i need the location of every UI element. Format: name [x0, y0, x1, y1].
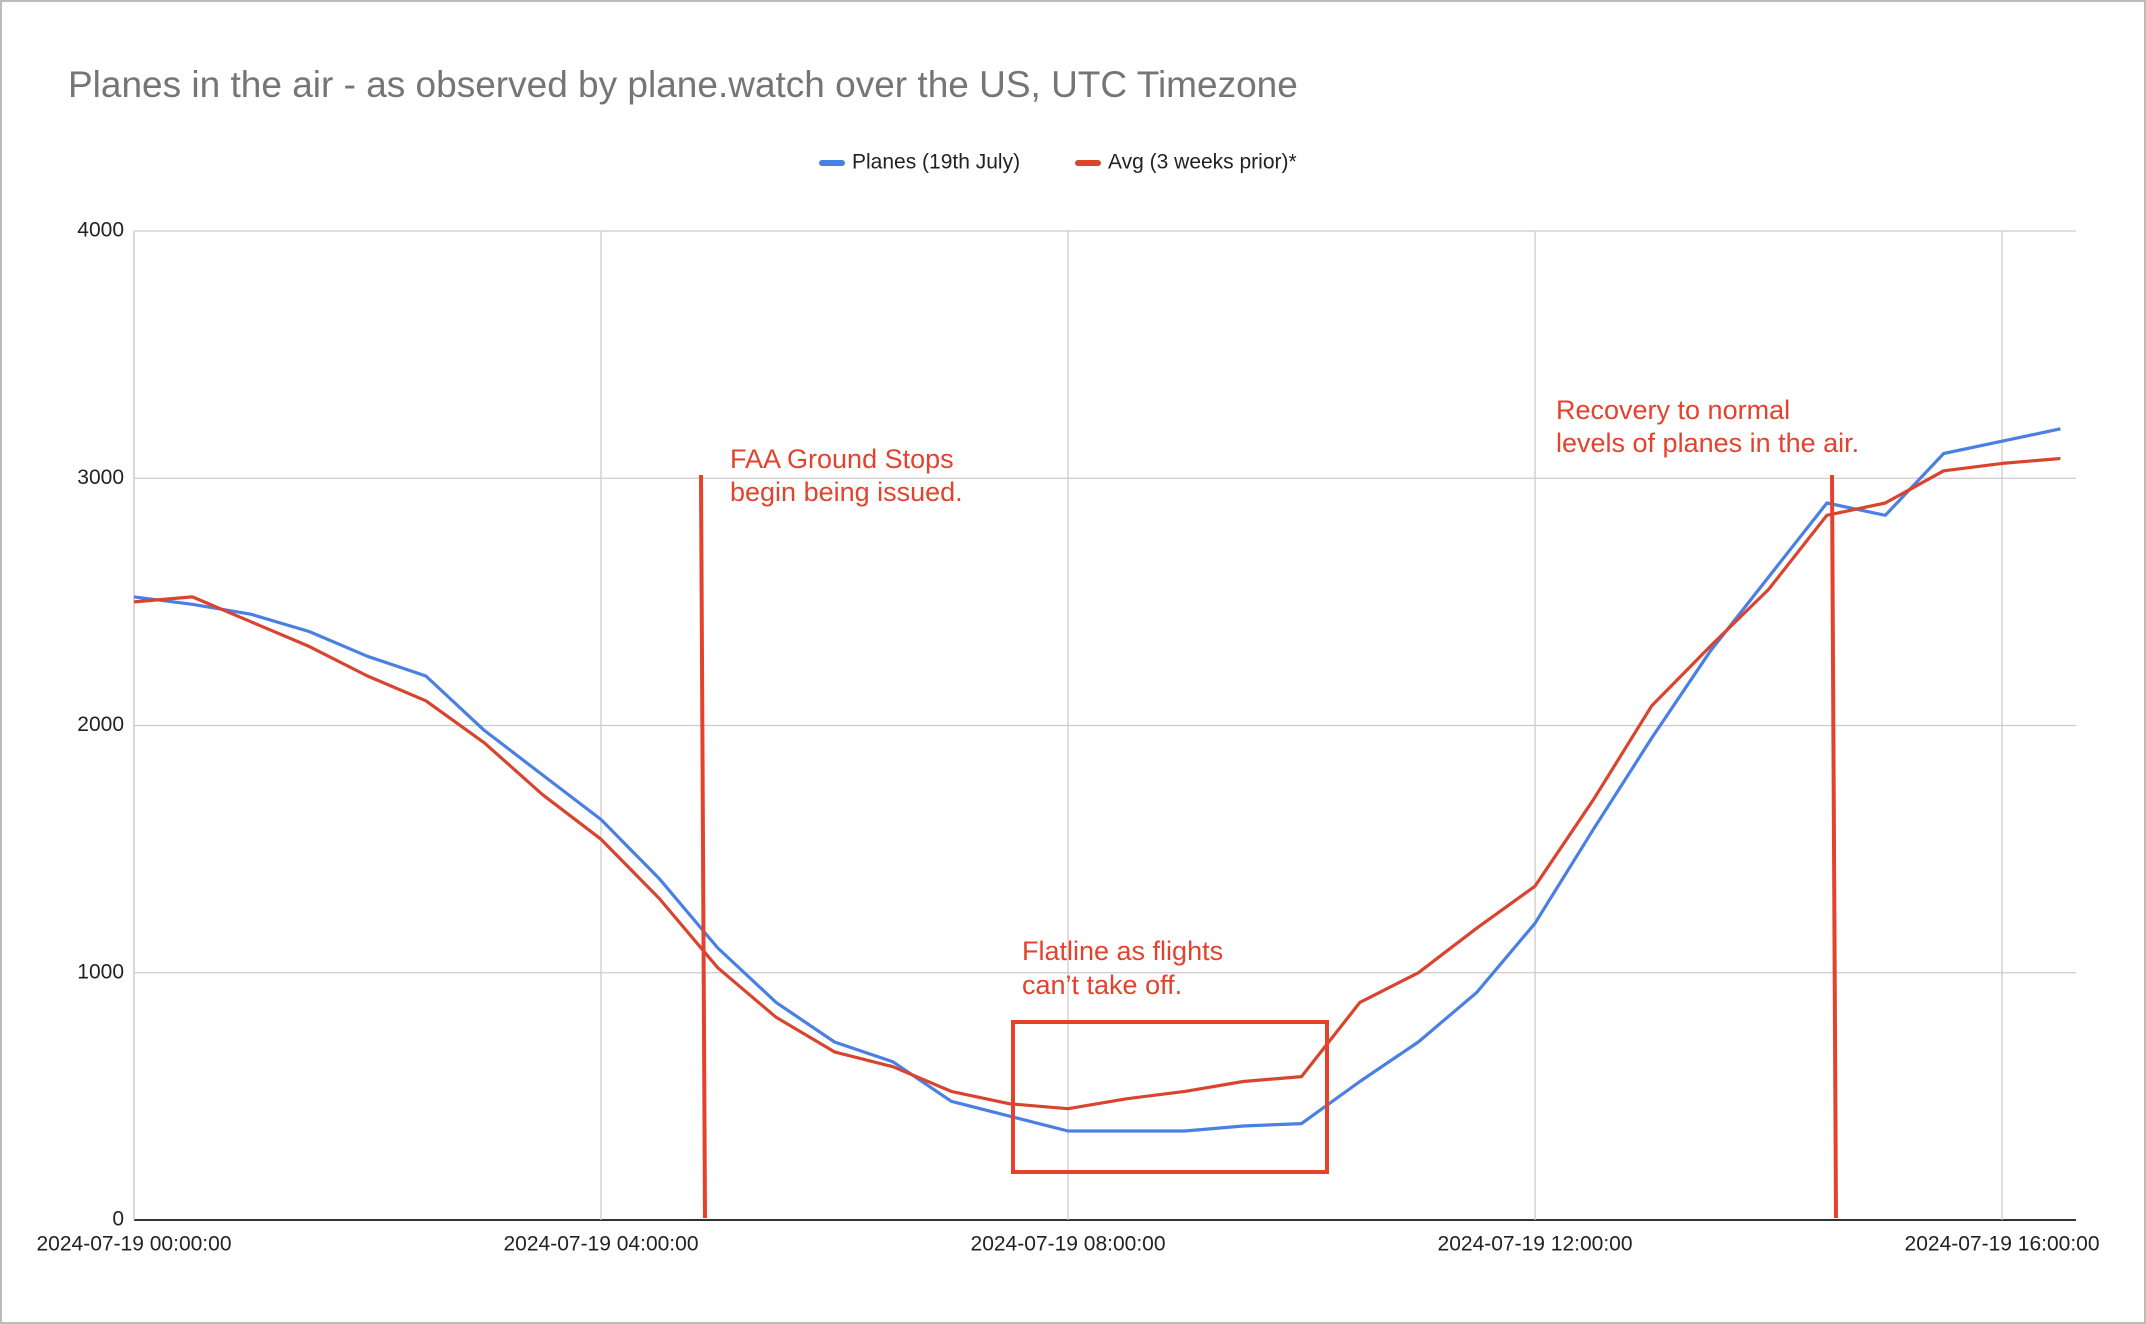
y-tick-label: 3000: [77, 466, 124, 489]
annotation: can’t take off.: [1022, 970, 1182, 1000]
legend-label: Avg (3 weeks prior)*: [1108, 151, 1297, 174]
legend-label: Planes (19th July): [852, 151, 1020, 174]
x-tick-label: 2024-07-19 16:00:00: [1905, 1233, 2100, 1256]
annotation: Recovery to normal: [1556, 395, 1790, 425]
series-line: [133, 427, 2061, 1133]
x-tick-label: 2024-07-19 04:00:00: [504, 1233, 699, 1256]
y-tick-label: 4000: [77, 219, 124, 242]
x-tick-label: 2024-07-19 00:00:00: [37, 1233, 232, 1256]
y-tick-label: 1000: [77, 960, 124, 983]
y-tick-label: 2000: [77, 713, 124, 736]
annotation-line: [1830, 474, 1838, 1219]
annotation-box: [1011, 1020, 1329, 1174]
chart-title: Planes in the air - as observed by plane…: [68, 64, 1298, 105]
x-tick-label: 2024-07-19 08:00:00: [971, 1233, 1166, 1256]
annotation-line: [699, 474, 707, 1219]
series-line: [133, 456, 2061, 1111]
annotation: begin being issued.: [730, 477, 963, 507]
annotation: levels of planes in the air.: [1556, 428, 1859, 458]
annotation: FAA Ground Stops: [730, 444, 954, 474]
y-tick-label: 0: [112, 1208, 124, 1231]
x-tick-label: 2024-07-19 12:00:00: [1438, 1233, 1633, 1256]
annotation: Flatline as flights: [1022, 936, 1223, 966]
